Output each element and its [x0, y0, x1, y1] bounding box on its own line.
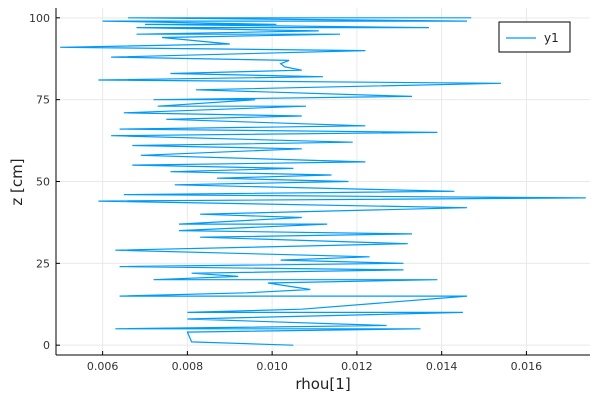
y-axis-ticks: 0 25 50 75 100	[29, 12, 60, 352]
x-tick-label: 0.010	[256, 360, 288, 373]
legend: y1	[498, 21, 571, 53]
plot-frame: 0.006 0.008 0.010 0.012 0.014 0.016 0 25 50 75 10…	[29, 8, 590, 373]
x-tick-label: 0.012	[341, 360, 373, 373]
y-tick-label: 0	[43, 339, 50, 352]
legend-label-y1: y1	[544, 31, 559, 45]
x-tick-label: 0.008	[172, 360, 204, 373]
x-tick-label: 0.014	[426, 360, 458, 373]
x-axis-ticks: 0.006 0.008 0.010 0.012 0.014 0.016	[87, 351, 542, 373]
legend-box	[498, 21, 571, 53]
y-tick-label: 100	[29, 12, 50, 25]
x-tick-label: 0.016	[511, 360, 543, 373]
y-axis-label: z [cm]	[8, 158, 26, 205]
x-tick-label: 0.006	[87, 360, 119, 373]
y-tick-label: 25	[36, 257, 50, 270]
y-tick-label: 75	[36, 94, 50, 107]
y-tick-label: 50	[36, 176, 50, 189]
x-axis-label: rhou[1]	[295, 375, 350, 393]
series-line-y1	[60, 17, 586, 346]
